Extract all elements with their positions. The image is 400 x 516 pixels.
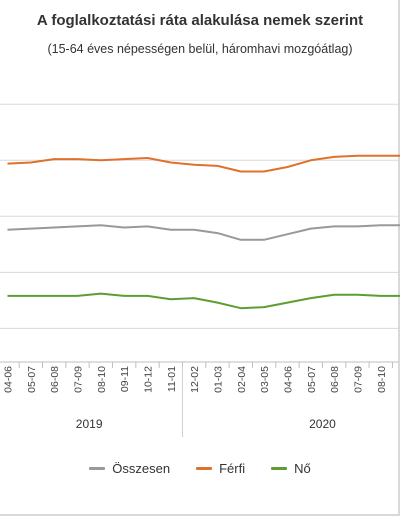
legend-label-osszesen: Összesen: [112, 461, 171, 476]
x-tick-label: 05-07: [306, 366, 318, 393]
x-tick-label: 03-05: [259, 366, 271, 393]
chart-subtitle: (15-64 éves népességen belül, háromhavi …: [47, 42, 353, 56]
grid-lines: [0, 103, 398, 329]
legend-item-no[interactable]: Nő: [271, 461, 311, 476]
legend-swatch-ferfi: [196, 467, 213, 470]
x-tick-label: 08-10: [96, 366, 108, 393]
x-tick-label: 09-11: [119, 366, 131, 392]
x-tick-label: 12-02: [189, 366, 201, 393]
series-line-2: [7, 292, 400, 310]
x-axis: [0, 361, 398, 368]
x-tick-labels: 04-06 05-07 06-08 07-09 08-10 09-11 10-12 11-01…: [3, 366, 400, 393]
legend-label-no: Nő: [294, 461, 311, 476]
series-lines: [7, 154, 400, 310]
chart-title: A foglalkoztatási ráta alakulása nemek s…: [36, 12, 364, 29]
x-tick-label: 07-09: [352, 366, 364, 393]
x-tick-label: 08-10: [376, 366, 388, 393]
legend-swatch-no: [271, 467, 288, 470]
x-tick-label: 07-09: [72, 366, 84, 393]
year-label: 2019: [76, 417, 103, 431]
x-tick-label: 04-06: [282, 366, 294, 393]
legend-label-ferfi: Férfi: [219, 461, 246, 476]
x-tick-label: 04-06: [3, 366, 15, 393]
x-tick-label: 06-08: [49, 366, 61, 393]
year-labels: 2019 2020: [76, 366, 336, 437]
x-tick-label: 11-01: [166, 366, 178, 392]
legend: Összesen Férfi Nő: [0, 461, 400, 476]
x-tick-label: 06-08: [329, 366, 341, 393]
year-label: 2020: [309, 417, 336, 431]
legend-swatch-osszesen: [89, 467, 106, 470]
series-line-1: [7, 154, 400, 173]
legend-item-osszesen[interactable]: Összesen: [89, 461, 170, 476]
x-tick-label: 02-04: [236, 366, 248, 393]
x-tick-label: 05-07: [26, 366, 38, 393]
x-tick-label: 10-12: [142, 366, 154, 393]
x-tick-label: 01-03: [212, 366, 224, 393]
legend-item-ferfi[interactable]: Férfi: [196, 461, 245, 476]
series-line-0: [7, 224, 400, 241]
